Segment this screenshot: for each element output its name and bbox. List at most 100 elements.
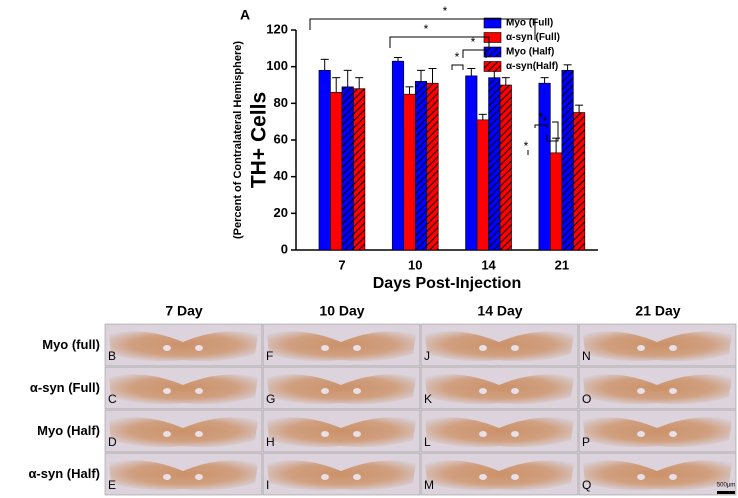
tissue-spot (321, 474, 329, 480)
panel-letter: O (582, 392, 591, 406)
tissue-stain (583, 374, 732, 405)
bar (403, 93, 416, 251)
panel-label: A (240, 7, 250, 23)
significance-star: * (443, 4, 448, 18)
panel-letter: J (424, 349, 430, 363)
tissue-spot (479, 474, 487, 480)
panel-letter: H (266, 435, 275, 449)
legend-hatch (484, 61, 501, 72)
y-axis-subtitle: (Percent of Contralateral Hemisphere) (232, 41, 244, 239)
significance-star: * (455, 50, 460, 64)
significance-star: * (543, 114, 548, 128)
scale-bar (717, 491, 735, 494)
legend-label: Myo (Full) (506, 18, 553, 29)
bar (550, 152, 563, 251)
panel-letter: L (424, 435, 431, 449)
tissue-spot (321, 431, 329, 437)
significance-star: * (424, 22, 429, 36)
bar-hatch (426, 83, 439, 251)
y-tick-label: 0 (281, 241, 288, 256)
y-tick-label: 100 (266, 58, 288, 73)
tissue-spot (353, 474, 361, 480)
panel-letter: C (108, 392, 117, 406)
tissue-spot (669, 474, 677, 480)
significance-star: * (471, 35, 476, 49)
tissue-spot (195, 345, 203, 351)
panel-letter: K (424, 392, 432, 406)
tissue-stain (425, 417, 574, 448)
tissue-spot (195, 388, 203, 394)
tissue-stain (583, 417, 732, 448)
tissue-spot (479, 345, 487, 351)
significance-bracket (534, 124, 548, 128)
y-tick-label: 80 (274, 95, 288, 110)
bar (465, 75, 478, 251)
bar-hatch (488, 77, 501, 251)
column-header: 7 Day (165, 303, 203, 319)
tissue-stain (583, 331, 732, 362)
legend-label: α-syn(Half) (506, 61, 558, 72)
tissue-spot (669, 388, 677, 394)
y-tick-label: 120 (266, 21, 288, 36)
significance-bracket (462, 49, 487, 58)
row-label: Myo (Half) (37, 423, 100, 438)
panel-letter: E (108, 478, 116, 492)
tissue-spot (353, 431, 361, 437)
bar-hatch (341, 86, 354, 250)
tissue-stain (267, 374, 416, 405)
tissue-stain (425, 460, 574, 491)
x-tick-label: 21 (555, 257, 569, 272)
bar-hatch (500, 85, 512, 250)
tissue-stain (425, 331, 574, 362)
significance-star: * (539, 110, 544, 124)
tissue-spot (637, 474, 645, 480)
bar (391, 60, 405, 251)
tissue-spot (321, 345, 329, 351)
panel-letter: B (108, 349, 116, 363)
panel-letter: F (266, 349, 273, 363)
significance-bracket (389, 36, 490, 48)
x-tick-label: 14 (481, 257, 496, 272)
y-tick-label: 60 (274, 131, 288, 146)
tissue-spot (321, 388, 329, 394)
tissue-spot (163, 474, 171, 480)
bar (476, 119, 489, 251)
bar-hatch (561, 70, 574, 250)
y-axis-title: TH+ Cells (248, 92, 271, 188)
tissue-stain (109, 417, 258, 448)
panel-letter: G (266, 392, 275, 406)
bar (318, 70, 331, 251)
y-tick-label: 20 (274, 205, 288, 220)
bar (330, 92, 343, 251)
panel-letter: Q (582, 478, 591, 492)
bar (538, 82, 551, 251)
legend-label: α-syn (Full) (506, 32, 560, 43)
tissue-stain (425, 374, 574, 405)
row-label: α-syn (Half) (28, 466, 100, 481)
tissue-spot (353, 345, 361, 351)
tissue-stain (267, 460, 416, 491)
tissue-spot (669, 345, 677, 351)
tissue-stain (109, 460, 258, 491)
y-tick-label: 40 (274, 168, 288, 183)
scale-bar-label: 500µm (717, 483, 735, 489)
significance-bracket (309, 18, 536, 40)
bar-hatch (415, 81, 427, 250)
bar-hatch (353, 88, 365, 251)
tissue-spot (637, 345, 645, 351)
panel-letter: I (266, 478, 269, 492)
bar-hatch (573, 112, 585, 250)
column-header: 21 Day (635, 303, 680, 319)
tissue-stain (109, 331, 258, 362)
legend-swatch (483, 17, 502, 29)
tissue-spot (163, 431, 171, 437)
significance-star: * (524, 139, 529, 153)
tissue-spot (353, 388, 361, 394)
tissue-stain (583, 460, 732, 491)
tissue-spot (637, 431, 645, 437)
tissue-spot (479, 388, 487, 394)
tissue-spot (195, 474, 203, 480)
tissue-spot (511, 474, 519, 480)
significance-bracket (451, 64, 464, 70)
